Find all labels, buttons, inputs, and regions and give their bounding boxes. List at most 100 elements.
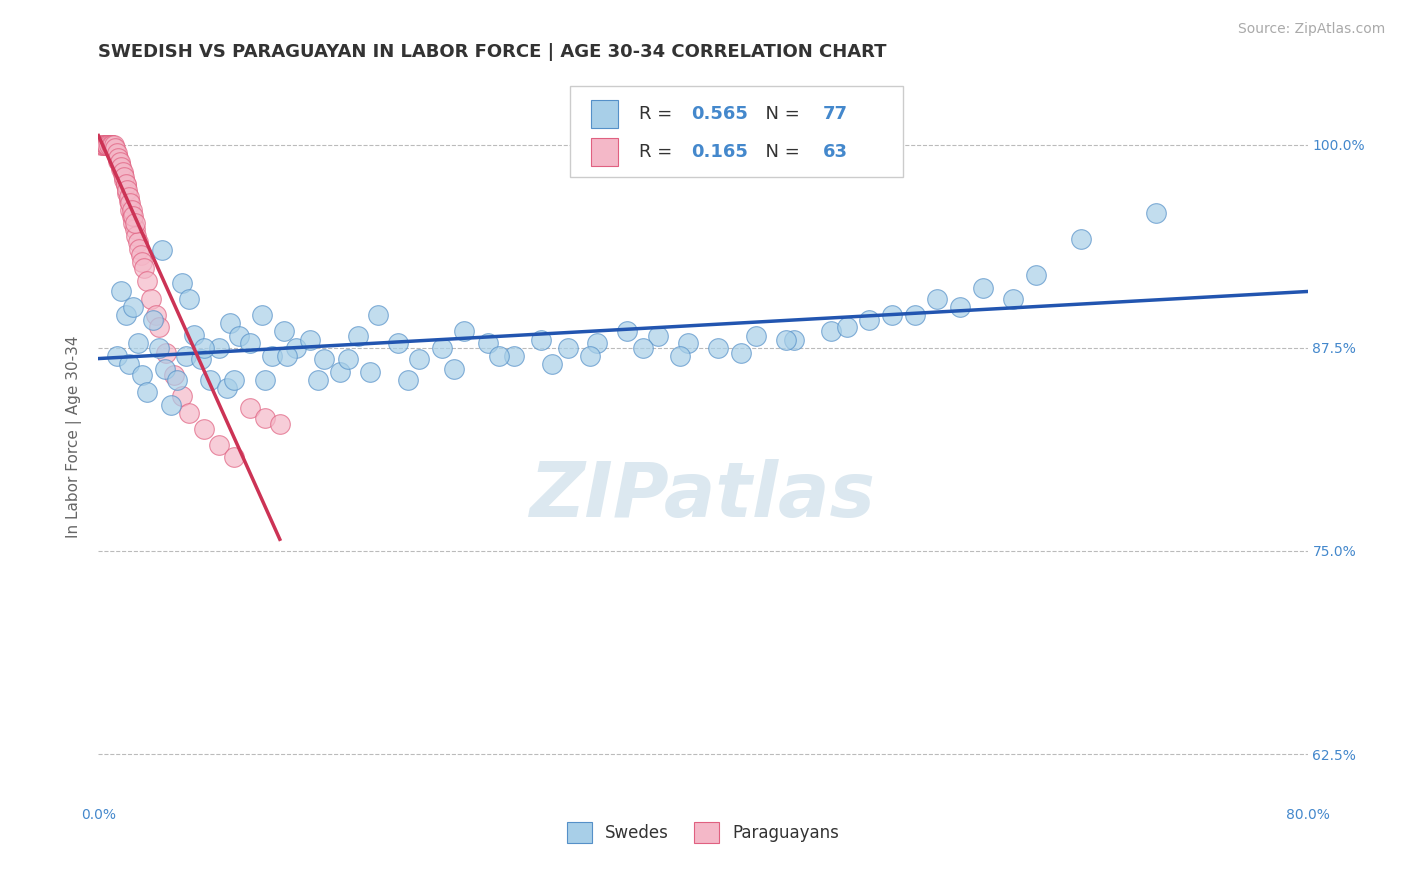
Point <box>312 352 335 367</box>
Point <box>105 145 128 160</box>
Point <box>127 235 149 249</box>
Point <box>262 349 284 363</box>
Text: N =: N = <box>754 143 806 161</box>
Point <box>98 137 121 152</box>
Point <box>190 352 212 367</box>
Point <box>347 329 370 343</box>
Point <box>121 202 143 217</box>
Point <box>707 341 730 355</box>
Point <box>118 357 141 371</box>
Point <box>112 169 135 184</box>
Point <box>104 144 127 158</box>
Point <box>103 141 125 155</box>
Point <box>145 308 167 322</box>
Point <box>179 406 201 420</box>
Point <box>949 300 972 314</box>
Point <box>443 361 465 376</box>
Point <box>179 292 201 306</box>
Point <box>239 401 262 415</box>
Point <box>120 202 142 217</box>
Point <box>103 137 125 152</box>
Point <box>111 167 134 181</box>
Point <box>142 313 165 327</box>
Point <box>1146 206 1168 220</box>
Point <box>170 389 193 403</box>
Point <box>858 313 880 327</box>
Point <box>360 365 382 379</box>
Point <box>285 341 308 355</box>
Point <box>631 341 654 355</box>
Point <box>105 149 128 163</box>
Point <box>503 349 526 363</box>
Point <box>153 361 176 376</box>
Point <box>128 242 150 256</box>
Point <box>329 365 352 379</box>
Point <box>118 194 141 209</box>
Y-axis label: In Labor Force | Age 30-34: In Labor Force | Age 30-34 <box>66 335 83 539</box>
Point <box>122 215 145 229</box>
Point <box>107 153 129 168</box>
Point <box>530 333 553 347</box>
Point <box>540 357 562 371</box>
Point <box>98 137 121 152</box>
Point <box>730 345 752 359</box>
Point <box>96 137 118 152</box>
Point <box>148 341 170 355</box>
Point <box>114 177 136 191</box>
Point <box>155 345 177 359</box>
Point <box>91 137 114 152</box>
Point <box>170 276 193 290</box>
Point <box>124 215 146 229</box>
Point <box>430 341 453 355</box>
Text: ZIPatlas: ZIPatlas <box>530 458 876 533</box>
Point <box>108 157 131 171</box>
Point <box>163 368 186 383</box>
Point <box>835 319 858 334</box>
Point <box>396 373 419 387</box>
Point <box>100 137 122 152</box>
Point <box>112 173 135 187</box>
Point <box>307 373 329 387</box>
Point <box>129 248 152 262</box>
Point <box>775 333 797 347</box>
Text: SWEDISH VS PARAGUAYAN IN LABOR FORCE | AGE 30-34 CORRELATION CHART: SWEDISH VS PARAGUAYAN IN LABOR FORCE | A… <box>98 44 887 62</box>
Point <box>208 438 231 452</box>
Point <box>135 274 157 288</box>
Text: R =: R = <box>638 143 678 161</box>
Point <box>453 325 475 339</box>
Point <box>183 327 205 342</box>
Point <box>105 349 128 363</box>
Point <box>160 398 183 412</box>
Point <box>224 450 246 464</box>
Text: Source: ZipAtlas.com: Source: ZipAtlas.com <box>1237 22 1385 37</box>
Point <box>174 349 197 363</box>
Point <box>219 316 242 330</box>
Point <box>387 335 409 350</box>
Point <box>104 141 127 155</box>
Point <box>141 292 163 306</box>
Point <box>125 228 148 243</box>
Point <box>96 137 118 152</box>
Point <box>239 335 262 350</box>
FancyBboxPatch shape <box>591 100 619 128</box>
Point <box>273 325 295 339</box>
FancyBboxPatch shape <box>591 138 619 166</box>
Point <box>367 308 389 322</box>
Point <box>135 384 157 399</box>
Point <box>122 300 145 314</box>
Point <box>336 352 359 367</box>
Point <box>122 209 145 223</box>
Point <box>148 319 170 334</box>
Point <box>224 373 246 387</box>
Point <box>276 349 298 363</box>
Point <box>118 189 141 203</box>
Text: R =: R = <box>638 104 678 123</box>
Point <box>110 161 132 176</box>
Point <box>228 329 250 343</box>
Point <box>121 209 143 223</box>
Text: 0.165: 0.165 <box>690 143 748 161</box>
Text: 63: 63 <box>823 143 848 161</box>
Point <box>927 292 949 306</box>
Point <box>124 222 146 236</box>
Point <box>108 155 131 169</box>
